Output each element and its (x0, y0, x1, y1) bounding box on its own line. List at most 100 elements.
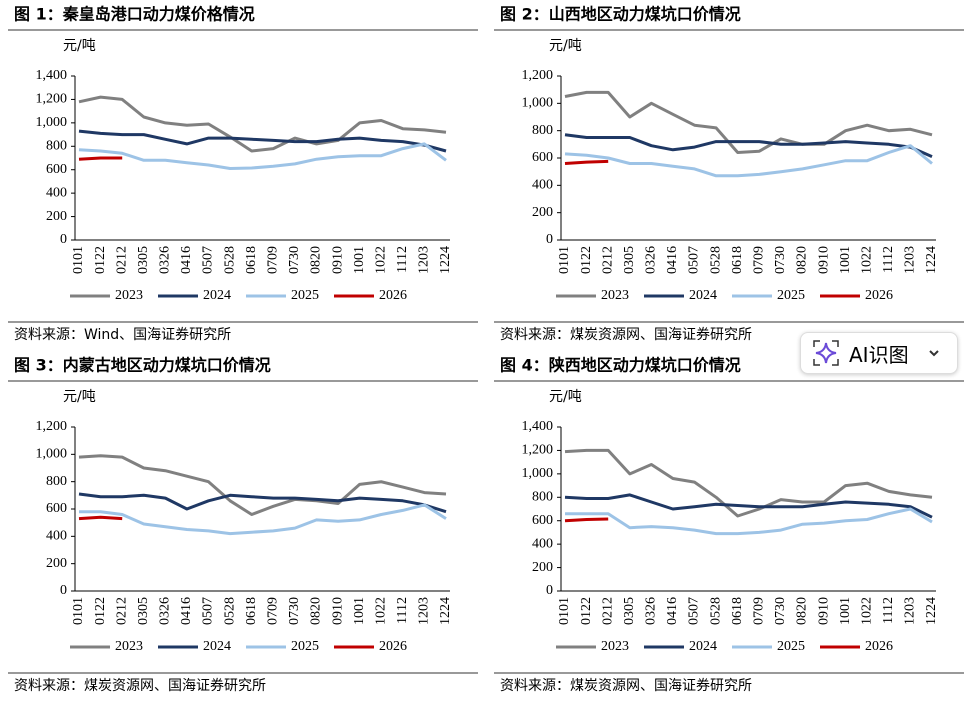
y-tick-label: 0 (60, 583, 67, 598)
y-tick-label: 1,400 (522, 419, 554, 434)
x-tick-label: 0101 (71, 246, 86, 274)
x-tick-label: 0820 (795, 597, 810, 625)
y-tick-label: 0 (546, 583, 553, 598)
chart-title: 图 2：山西地区动力煤坑口价情况 (500, 5, 741, 24)
legend-label: 2025 (291, 639, 319, 654)
series-line (564, 144, 933, 178)
legend-label: 2026 (865, 288, 893, 303)
x-tick-label: 0910 (816, 597, 831, 625)
y-tick-label: 400 (46, 185, 67, 200)
y-tick-label: 600 (46, 501, 67, 516)
y-tick-label: 200 (46, 209, 67, 224)
y-axis-label: 元/吨 (549, 389, 582, 405)
ai-button[interactable]: AI识图 (800, 332, 958, 374)
source: 资料来源：Wind、国海证券研究所 (14, 327, 231, 343)
x-tick-label: 1001 (352, 246, 367, 274)
ai-button-label[interactable]: AI识图 (849, 342, 909, 367)
x-tick-label: 0730 (773, 597, 788, 625)
x-tick-label: 0122 (579, 597, 594, 625)
x-tick-label: 1203 (903, 597, 918, 625)
y-tick-label: 200 (46, 556, 67, 571)
x-tick-label: 1001 (838, 246, 853, 274)
x-tick-label: 0326 (644, 246, 659, 274)
x-tick-label: 0618 (244, 597, 259, 625)
x-tick-label: 0101 (557, 597, 572, 625)
x-tick-label: 1203 (903, 246, 918, 274)
x-tick-label: 1112 (395, 597, 410, 624)
legend-label: 2026 (865, 639, 893, 654)
y-tick-label: 400 (46, 529, 67, 544)
y-tick-label: 1,200 (522, 443, 554, 458)
chart-title: 图 4：陕西地区动力煤坑口价情况 (500, 356, 741, 375)
legend-label: 2023 (115, 288, 143, 303)
x-tick-label: 0416 (665, 246, 680, 274)
x-tick-label: 1112 (881, 597, 896, 624)
source: 资料来源：煤炭资源网、国海证券研究所 (14, 678, 266, 694)
legend-label: 2026 (379, 639, 407, 654)
x-tick-label: 0326 (158, 597, 173, 625)
x-tick-label: 0305 (136, 246, 151, 274)
y-tick-label: 800 (532, 123, 553, 138)
source: 资料来源：煤炭资源网、国海证券研究所 (500, 678, 752, 694)
y-tick-label: 200 (532, 560, 553, 575)
x-tick-label: 0730 (773, 246, 788, 274)
x-tick-label: 0305 (622, 597, 637, 625)
legend-label: 2023 (115, 639, 143, 654)
legend-label: 2024 (689, 288, 717, 303)
x-tick-label: 0618 (244, 246, 259, 274)
series-line (78, 492, 447, 514)
y-tick-label: 1,200 (36, 92, 68, 107)
x-tick-label: 1203 (417, 246, 432, 274)
series-line (78, 454, 447, 516)
x-tick-label: 0212 (114, 246, 129, 274)
y-tick-label: 600 (46, 162, 67, 177)
legend-label: 2023 (601, 639, 629, 654)
y-tick-label: 1,400 (36, 68, 68, 83)
x-tick-label: 0416 (179, 246, 194, 274)
y-tick-label: 800 (46, 474, 67, 489)
series-line (78, 156, 123, 161)
x-tick-label: 0212 (114, 597, 129, 625)
series-line (564, 90, 933, 154)
x-tick-label: 0507 (687, 597, 702, 625)
x-tick-label: 1022 (373, 597, 388, 625)
x-tick-label: 1001 (838, 597, 853, 625)
x-tick-label: 0709 (266, 597, 281, 625)
x-tick-label: 1112 (881, 246, 896, 273)
series-line (564, 159, 609, 165)
y-tick-label: 600 (532, 513, 553, 528)
x-tick-label: 0709 (752, 246, 767, 274)
x-tick-label: 0507 (687, 246, 702, 274)
x-tick-label: 1022 (373, 246, 388, 274)
series-line (78, 515, 123, 521)
y-tick-label: 1,000 (36, 115, 68, 130)
y-tick-label: 800 (46, 139, 67, 154)
x-tick-label: 0507 (201, 246, 216, 274)
legend-label: 2025 (777, 288, 805, 303)
series-line (564, 448, 933, 518)
y-tick-label: 800 (532, 490, 553, 505)
x-tick-label: 0326 (644, 597, 659, 625)
x-tick-label: 0730 (287, 597, 302, 625)
x-tick-label: 0910 (330, 597, 345, 625)
y-tick-label: 0 (546, 232, 553, 247)
y-tick-label: 1,000 (36, 447, 68, 462)
x-tick-label: 0212 (600, 597, 615, 625)
legend-label: 2024 (203, 639, 231, 654)
legend-label: 2024 (203, 288, 231, 303)
x-tick-label: 0709 (752, 597, 767, 625)
x-tick-label: 0326 (158, 246, 173, 274)
y-axis-label: 元/吨 (549, 38, 582, 54)
legend-label: 2024 (689, 639, 717, 654)
y-tick-label: 1,200 (522, 68, 554, 83)
x-tick-label: 0416 (179, 597, 194, 625)
legend-label: 2023 (601, 288, 629, 303)
x-tick-label: 0101 (71, 597, 86, 625)
x-tick-label: 1224 (438, 246, 453, 274)
x-tick-label: 0820 (309, 597, 324, 625)
x-tick-label: 0305 (136, 597, 151, 625)
series-line (79, 503, 447, 536)
x-tick-label: 0305 (622, 246, 637, 274)
